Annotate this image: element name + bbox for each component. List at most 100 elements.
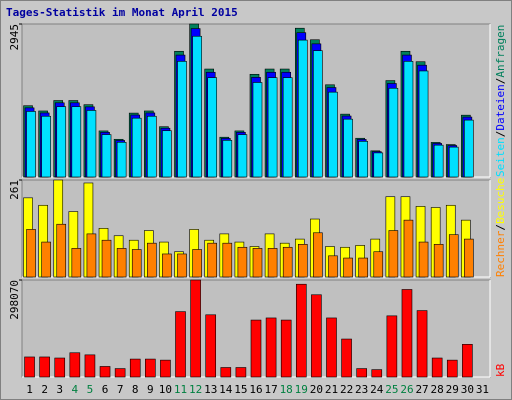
bar [448, 146, 459, 178]
bar [401, 289, 413, 378]
x-tick-label: 11 [174, 383, 187, 396]
bar [265, 317, 277, 378]
bar [177, 61, 187, 178]
bar [101, 134, 112, 178]
legend-entry: Besuche [494, 178, 507, 224]
x-tick-label: 3 [56, 383, 63, 396]
bar [129, 358, 141, 378]
bar [207, 242, 218, 278]
x-tick-label: 20 [310, 383, 323, 396]
bar [297, 39, 308, 178]
x-tick-label: 17 [264, 383, 277, 396]
legend-entry: kB [494, 363, 507, 377]
y-tick-label: 298070 [8, 280, 21, 320]
bar [235, 367, 247, 378]
bar [388, 87, 399, 178]
bar [86, 233, 97, 278]
bar [147, 242, 157, 278]
bar [388, 230, 399, 278]
chart-title: Tages-Statistik im Monat April 2015 [6, 6, 238, 19]
bar [280, 319, 292, 378]
x-tick-label: 27 [415, 383, 428, 396]
x-tick-label: 24 [370, 383, 384, 396]
x-tick-label: 7 [117, 383, 124, 396]
bar [403, 219, 414, 278]
bar [464, 119, 474, 178]
bar [114, 368, 126, 378]
bar [328, 255, 338, 278]
legend-entry: Dateien [494, 84, 507, 130]
bar [267, 77, 278, 178]
bar [416, 310, 428, 378]
legend-separator: / [494, 224, 507, 231]
x-tick-label: 12 [189, 383, 202, 396]
bar [190, 279, 201, 378]
x-tick-label: 13 [204, 383, 217, 396]
x-tick-label: 16 [249, 383, 262, 396]
y-tick-label: 2945 [8, 24, 21, 51]
bar [282, 77, 293, 178]
bar [222, 242, 233, 278]
legend-separator: / [494, 131, 507, 138]
x-tick-label: 22 [340, 383, 353, 396]
bar [54, 357, 66, 378]
legend: Rechner/Besuche [494, 178, 507, 277]
bar [69, 352, 81, 378]
bar [39, 356, 50, 378]
bar [418, 241, 429, 278]
bar [237, 134, 248, 178]
bar [116, 248, 127, 278]
bar [84, 354, 96, 378]
x-tick-label: 31 [476, 383, 489, 396]
bar [99, 366, 111, 378]
x-tick-label: 23 [355, 383, 368, 396]
bar [371, 369, 383, 378]
bar [464, 238, 474, 278]
x-tick-label: 2 [41, 383, 48, 396]
bar [267, 248, 278, 278]
bar [433, 144, 444, 178]
x-tick-label: 4 [72, 383, 79, 396]
legend-separator: / [494, 78, 507, 85]
bar [220, 367, 232, 378]
bar [311, 294, 322, 378]
bar [205, 314, 217, 378]
legend-entry: Seiten [494, 137, 507, 177]
legend-entry: Anfragen [494, 25, 507, 78]
x-tick-label: 10 [159, 383, 172, 396]
bar [343, 118, 353, 178]
x-tick-label: 8 [132, 383, 139, 396]
bar [145, 358, 156, 378]
bar [116, 141, 127, 178]
bar [56, 223, 67, 278]
bar [373, 251, 384, 278]
bar [101, 239, 112, 278]
bar [162, 253, 172, 278]
bar [56, 106, 67, 178]
x-tick-label: 28 [431, 383, 444, 396]
bar [431, 357, 443, 378]
bar [343, 257, 353, 278]
bar [313, 232, 323, 278]
bar [41, 115, 51, 178]
bar [71, 248, 82, 278]
bar [462, 344, 473, 378]
bar [86, 110, 97, 178]
bar [252, 82, 263, 178]
bar [26, 111, 36, 178]
bar [358, 257, 368, 278]
bar [26, 229, 36, 278]
bar [192, 249, 202, 278]
x-tick-label: 25 [385, 383, 398, 396]
bar [358, 141, 368, 178]
bar [175, 311, 186, 378]
x-tick-label: 15 [234, 383, 247, 396]
bar [41, 241, 51, 278]
bar [386, 315, 398, 378]
bar [373, 152, 384, 178]
bar [160, 359, 171, 378]
bar [192, 35, 202, 178]
bar [295, 283, 307, 378]
bar [282, 246, 293, 278]
